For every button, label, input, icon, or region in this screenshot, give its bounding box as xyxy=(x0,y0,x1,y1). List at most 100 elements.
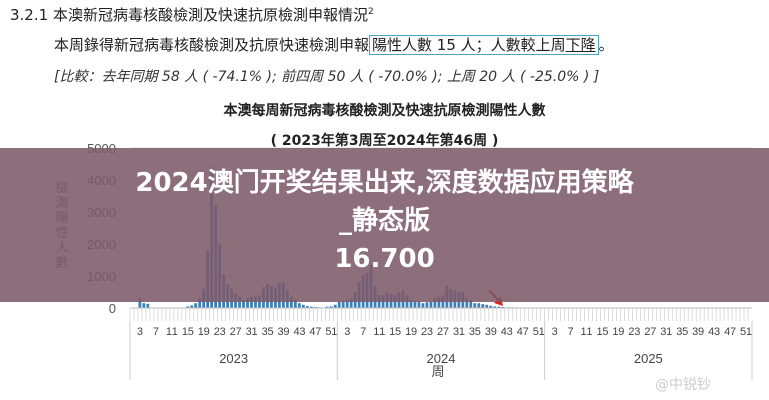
x-tick-label: 15 xyxy=(182,326,194,338)
summary-trend: 下降 xyxy=(565,36,596,54)
x-tick-label: 43 xyxy=(501,326,513,338)
x-tick-label: 31 xyxy=(246,326,258,338)
bar xyxy=(409,300,413,308)
chart-title: 本澳每周新冠病毒核酸檢測及快速抗原檢測陽性人數 xyxy=(223,103,546,119)
bar xyxy=(289,296,293,308)
x-tick-label: 3 xyxy=(137,326,143,338)
x-tick-label: 7 xyxy=(360,326,366,338)
bar xyxy=(238,296,241,308)
watermark: @中锐钞 xyxy=(655,377,711,393)
bar xyxy=(325,306,329,308)
bar xyxy=(345,300,349,308)
bar xyxy=(305,306,309,308)
banner-text: 2024澳门开奖结果出来,深度数据应用策略_静态版 16.700 xyxy=(130,164,639,278)
footnote-mark: 2 xyxy=(367,7,374,17)
x-year-label: 2025 xyxy=(634,351,663,366)
bar xyxy=(297,303,301,308)
x-tick-label: 51 xyxy=(533,326,545,338)
bar xyxy=(198,298,202,308)
bar xyxy=(485,304,489,308)
bar xyxy=(433,298,437,308)
x-year-label: 2024 xyxy=(427,351,456,366)
x-axis-label: 周 xyxy=(431,365,444,380)
bar xyxy=(142,303,146,308)
section-number: 3.2.1 xyxy=(10,6,49,24)
x-tick-label: 3 xyxy=(344,326,350,338)
section-title: 本澳新冠病毒核酸檢測及快速抗原檢測申報情況 xyxy=(52,6,368,24)
bar xyxy=(465,298,469,308)
bar xyxy=(413,300,417,308)
bar xyxy=(309,306,313,308)
x-tick-label: 51 xyxy=(325,326,337,338)
bar xyxy=(421,303,425,308)
bar xyxy=(417,301,421,308)
x-tick-label: 11 xyxy=(373,326,385,338)
bar xyxy=(138,298,142,308)
bar xyxy=(246,298,249,308)
x-tick-label: 27 xyxy=(644,326,656,338)
x-tick-label: 23 xyxy=(421,326,433,338)
bar xyxy=(242,300,245,308)
x-tick-label: 19 xyxy=(612,326,624,338)
x-tick-label: 11 xyxy=(581,326,593,338)
bar xyxy=(429,301,433,308)
x-tick-label: 51 xyxy=(740,326,752,338)
bar xyxy=(437,296,441,308)
bar xyxy=(473,303,477,308)
bar xyxy=(250,296,253,308)
x-tick-label: 31 xyxy=(453,326,465,338)
x-tick-label: 39 xyxy=(485,326,497,338)
bar xyxy=(497,306,501,308)
x-tick-label: 19 xyxy=(198,326,210,338)
bar xyxy=(469,300,473,308)
x-tick-label: 3 xyxy=(552,326,558,338)
x-tick-label: 35 xyxy=(262,326,274,338)
x-tick-label: 47 xyxy=(309,326,321,338)
bar xyxy=(301,304,305,308)
bar xyxy=(489,305,493,308)
x-tick-label: 39 xyxy=(692,326,704,338)
bar xyxy=(493,306,497,308)
bar xyxy=(425,302,429,308)
x-tick-label: 19 xyxy=(405,326,417,338)
x-tick-label: 39 xyxy=(278,326,290,338)
x-tick-label: 43 xyxy=(708,326,720,338)
bar xyxy=(194,303,198,308)
bar xyxy=(186,306,190,308)
x-year-label: 2023 xyxy=(219,351,248,366)
highlight-box: 陽性人數 15 人；人數較上周下降 xyxy=(369,35,599,55)
x-tick-label: 23 xyxy=(628,326,640,338)
x-tick-label: 47 xyxy=(724,326,736,338)
x-tick-label: 31 xyxy=(660,326,672,338)
bar xyxy=(254,296,257,308)
x-tick-label: 15 xyxy=(596,326,608,338)
section-heading: 3.2.1 本澳新冠病毒核酸檢測及快速抗原檢測申報情況2 xyxy=(10,4,374,25)
x-tick-label: 43 xyxy=(293,326,305,338)
x-tick-label: 47 xyxy=(517,326,529,338)
x-tick-label: 7 xyxy=(153,326,159,338)
bar xyxy=(190,305,194,308)
summary-end: 。 xyxy=(598,36,614,54)
x-tick-label: 27 xyxy=(230,326,242,338)
comparison-line: [比較：去年同期 58 人 ( -74.1% ); 前四周 50 人 ( -70… xyxy=(54,69,600,85)
chart-subtitle: ( 2023年第3周至2024年第46周 ) xyxy=(270,133,499,149)
x-tick-label: 15 xyxy=(389,326,401,338)
banner-line-2: 16.700 xyxy=(334,244,435,274)
overlay-banner xyxy=(0,148,769,302)
bar xyxy=(333,304,337,308)
banner-line-1: 2024澳门开奖结果出来,深度数据应用策略_静态版 xyxy=(135,168,634,236)
x-tick-label: 7 xyxy=(568,326,574,338)
summary-prefix: 本周錄得新冠病毒核酸檢測及抗原快速檢測申報 xyxy=(54,36,370,54)
x-tick-label: 11 xyxy=(166,326,178,338)
x-tick-label: 35 xyxy=(676,326,688,338)
x-tick-label: 27 xyxy=(437,326,449,338)
summary-highlight: 陽性人數 15 人；人數較上周 xyxy=(372,36,566,54)
y-tick-label: 0 xyxy=(109,301,116,316)
bar xyxy=(293,300,297,308)
bar xyxy=(146,303,150,308)
bar xyxy=(349,298,353,308)
bar xyxy=(341,300,345,308)
bar xyxy=(481,304,485,308)
bar xyxy=(477,303,481,308)
x-tick-label: 35 xyxy=(469,326,481,338)
